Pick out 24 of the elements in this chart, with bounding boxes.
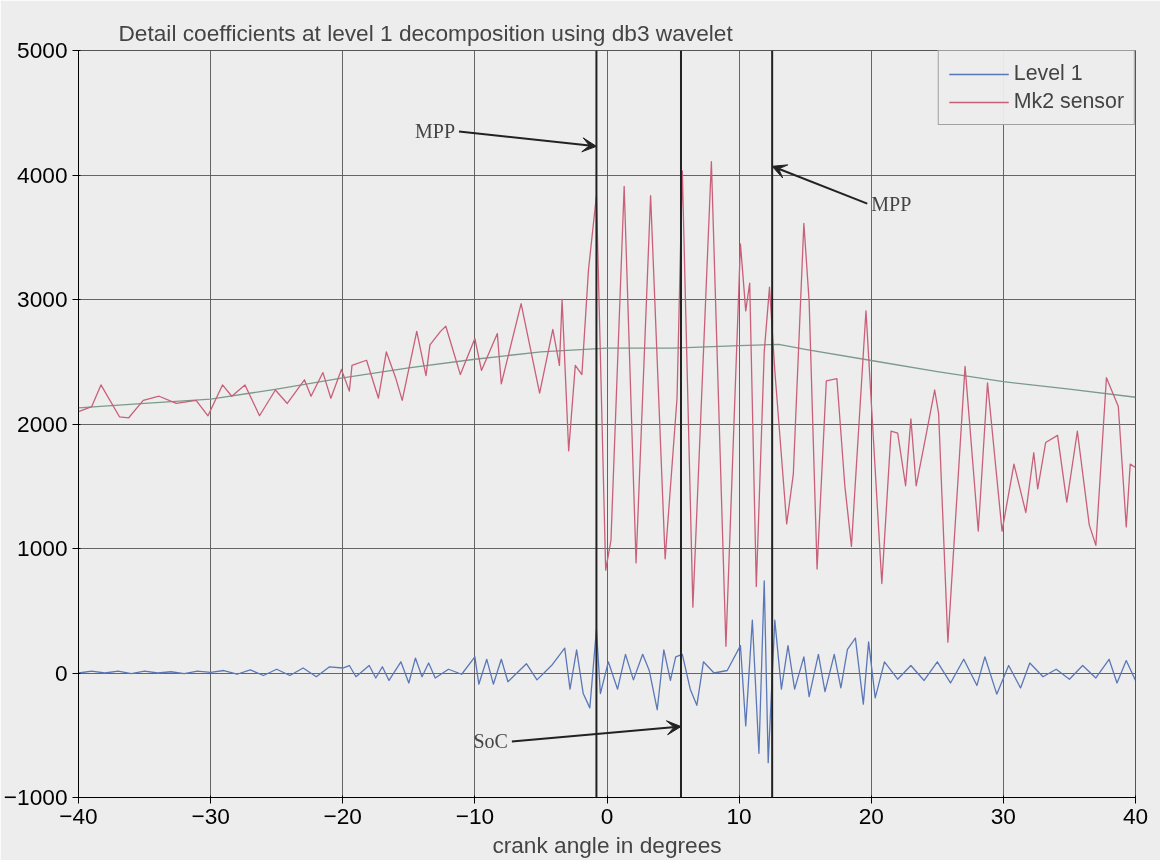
y-tick-label: 1000	[17, 535, 68, 561]
y-tick-label: 5000	[17, 37, 68, 63]
x-tick-label: 10	[726, 802, 752, 829]
chart-title: Detail coefficients at level 1 decomposition using db3 wavelet	[118, 19, 734, 46]
x-tick-label: −30	[191, 802, 230, 829]
line-series	[78, 580, 1136, 764]
x-tick-label: 20	[858, 802, 884, 829]
y-tick-label: 2000	[17, 410, 68, 437]
x-tick-label: −10	[455, 802, 495, 829]
line-series	[78, 161, 1136, 647]
y-tick-label: 0	[54, 659, 68, 686]
x-tick-label: 30	[990, 802, 1016, 829]
legend-label: Level 1	[1013, 61, 1083, 86]
y-tick-label: 4000	[17, 161, 68, 188]
x-tick-label: 40	[1122, 802, 1149, 829]
legend-label: Mk2 sensor	[1013, 89, 1124, 114]
annotation: SoC	[473, 730, 508, 753]
x-tick-label: −20	[323, 802, 362, 829]
y-tick-label: 3000	[17, 286, 68, 312]
x-tick-label: 0	[600, 802, 614, 829]
annotation: MPP	[414, 120, 456, 143]
x-axis-title: crank angle in degrees	[492, 831, 722, 858]
line-series	[78, 343, 1136, 409]
annotation: MPP	[871, 192, 912, 215]
